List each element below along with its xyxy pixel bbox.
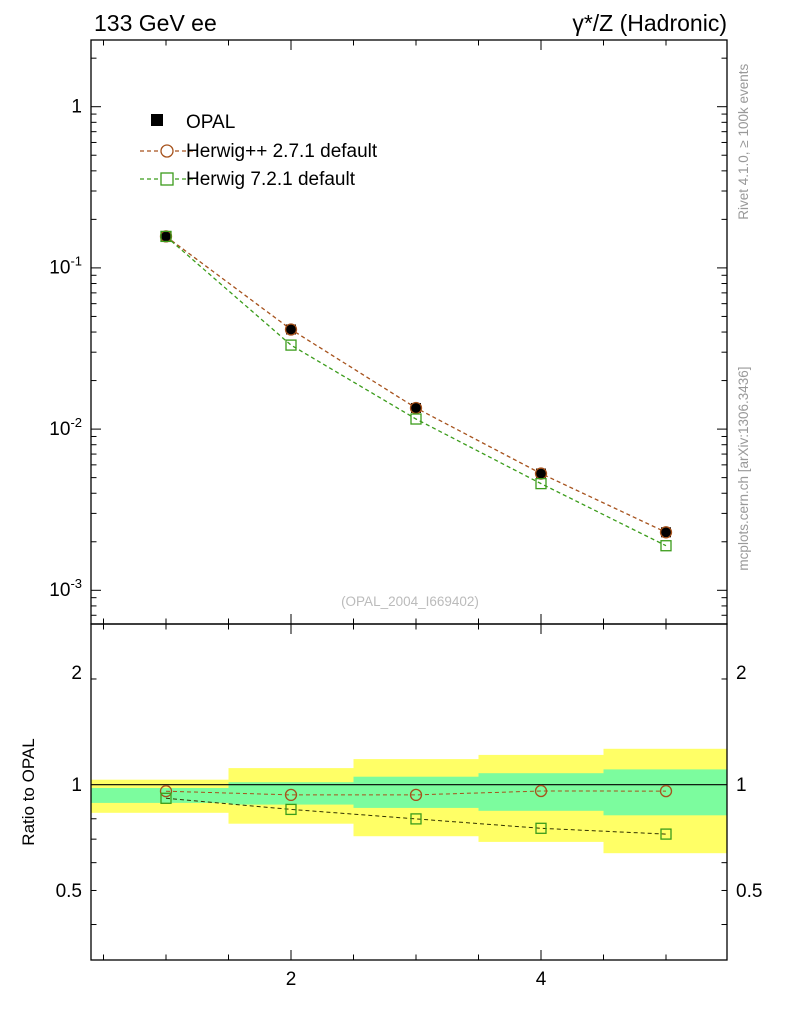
svg-text:mcplots.cern.ch [arXiv:1306.34: mcplots.cern.ch [arXiv:1306.3436] <box>736 366 751 570</box>
svg-text:0.5: 0.5 <box>736 881 762 902</box>
svg-text:Herwig++ 2.7.1 default: Herwig++ 2.7.1 default <box>186 141 378 162</box>
svg-text:Herwig 7.2.1 default: Herwig 7.2.1 default <box>186 169 356 190</box>
svg-text:(OPAL_2004_I669402): (OPAL_2004_I669402) <box>341 594 479 609</box>
svg-text:1: 1 <box>71 775 82 796</box>
svg-text:4: 4 <box>536 969 547 990</box>
svg-text:Rivet 4.1.0, ≥ 100k events: Rivet 4.1.0, ≥ 100k events <box>736 64 751 220</box>
svg-text:1: 1 <box>71 97 82 118</box>
svg-text:2: 2 <box>286 969 297 990</box>
svg-text:0.5: 0.5 <box>56 881 82 902</box>
svg-text:2: 2 <box>736 663 747 684</box>
svg-text:133 GeV ee: 133 GeV ee <box>94 10 217 36</box>
svg-text:1: 1 <box>736 775 747 796</box>
svg-text:OPAL: OPAL <box>186 112 235 133</box>
svg-text:γ*/Z (Hadronic): γ*/Z (Hadronic) <box>572 10 727 36</box>
svg-text:Ratio to OPAL: Ratio to OPAL <box>19 738 38 845</box>
svg-text:2: 2 <box>71 663 82 684</box>
